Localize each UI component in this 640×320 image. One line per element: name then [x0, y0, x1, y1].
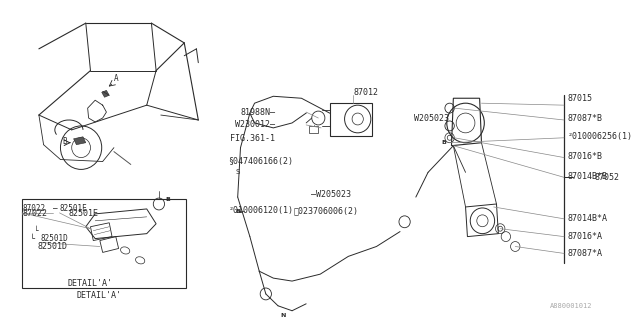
Text: DETAIL'A': DETAIL'A': [76, 292, 122, 300]
Text: 87087*A: 87087*A: [568, 249, 603, 258]
Text: 87052: 87052: [594, 173, 619, 182]
Text: B: B: [166, 196, 171, 202]
Bar: [309, 126, 318, 133]
Text: —W205023: —W205023: [311, 190, 351, 199]
Text: W205023: W205023: [414, 114, 449, 123]
Text: 87014B*A: 87014B*A: [568, 214, 608, 223]
Text: 87022: 87022: [22, 204, 45, 213]
Text: 87022: 87022: [22, 209, 47, 218]
Text: S: S: [236, 169, 240, 175]
Text: 87014B*B: 87014B*B: [568, 172, 608, 181]
Text: FIG.361-1: FIG.361-1: [230, 134, 275, 143]
Text: ²010006256(1): ²010006256(1): [568, 132, 633, 141]
Bar: [22, 199, 186, 288]
Text: ⓝ023706006(2): ⓝ023706006(2): [294, 206, 359, 215]
Text: ———: ———: [22, 211, 35, 217]
Text: W230012—: W230012—: [235, 120, 275, 129]
Polygon shape: [74, 137, 86, 145]
Text: A: A: [114, 74, 118, 83]
Text: └: └: [34, 226, 39, 235]
Text: A880001012: A880001012: [550, 303, 592, 309]
Text: 87015: 87015: [568, 94, 593, 103]
Text: ²010006120(1): ²010006120(1): [228, 206, 293, 215]
Text: 82501D: 82501D: [41, 234, 68, 243]
Text: 87016*B: 87016*B: [568, 152, 603, 161]
Text: 82501D: 82501D: [37, 242, 67, 251]
Text: 82501E: 82501E: [69, 209, 99, 218]
Text: §047406166(2): §047406166(2): [228, 157, 293, 166]
Text: B: B: [236, 209, 240, 214]
Text: B: B: [442, 140, 447, 145]
Text: —: —: [53, 204, 58, 213]
Text: └: └: [29, 234, 35, 243]
Text: DETAIL'A': DETAIL'A': [67, 278, 112, 288]
Text: 87016*A: 87016*A: [568, 232, 603, 241]
Text: 87012: 87012: [353, 88, 378, 97]
Text: 82501E: 82501E: [60, 204, 87, 213]
Text: N: N: [280, 313, 285, 318]
Polygon shape: [102, 90, 109, 97]
Text: 81988N—: 81988N—: [240, 108, 275, 116]
Text: B: B: [62, 137, 67, 146]
Text: 87087*B: 87087*B: [568, 114, 603, 123]
